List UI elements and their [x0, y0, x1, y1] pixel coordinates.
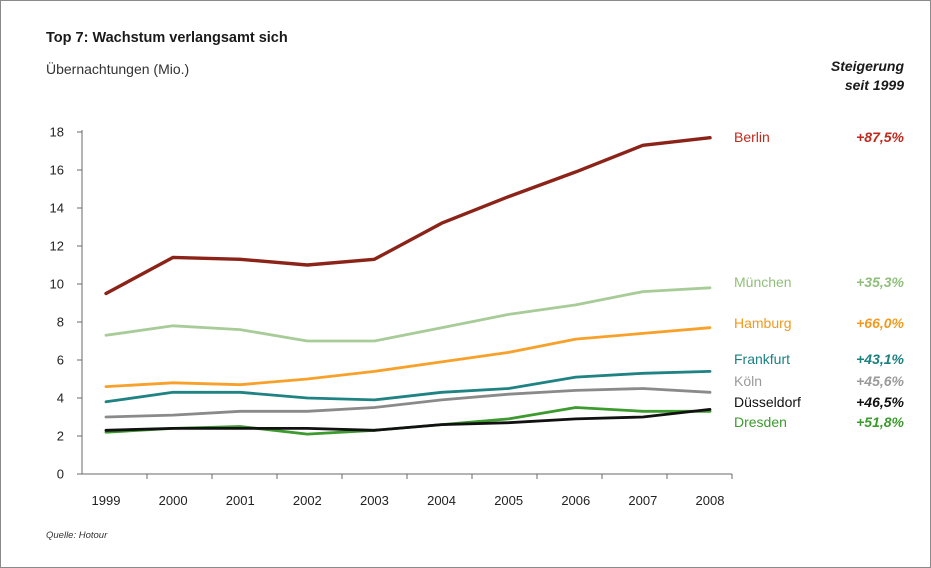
series-growth-berlin: +87,5% [856, 129, 904, 145]
series-line-köln [104, 387, 712, 419]
y-tick-label: 16 [50, 163, 64, 178]
y-tick-label: 10 [50, 277, 64, 292]
series-labels: Berlin +87,5% München +35,3% Hamburg +66,0% Fr… [734, 129, 905, 430]
series-label-dresden: Dresden [734, 414, 787, 430]
y-tick-label: 14 [50, 201, 64, 216]
series-line-frankfurt [104, 369, 712, 404]
axes: 0 2 4 6 8 10 12 14 16 18 1999 2000 2001 2002 2003 2004 2… [50, 125, 733, 508]
series-label-berlin: Berlin [734, 129, 770, 145]
series-label-köln: Köln [734, 373, 762, 389]
chart-title: Top 7: Wachstum verlangsamt sich [46, 30, 288, 46]
y-tick-label: 6 [57, 353, 64, 368]
y-tick-label: 4 [57, 391, 64, 406]
y-tick-label: 18 [50, 125, 64, 140]
series-label-düsseldorf: Düsseldorf [734, 394, 801, 410]
legend-header-line-2: seit 1999 [844, 77, 904, 93]
x-tick-label: 2008 [696, 493, 725, 508]
series-label-frankfurt: Frankfurt [734, 351, 790, 367]
y-tick-label: 0 [57, 467, 64, 482]
y-tick-label: 2 [57, 429, 64, 444]
series-growth-münchen: +35,3% [856, 274, 904, 290]
series-label-münchen: München [734, 274, 792, 290]
series-lines [104, 135, 712, 436]
series-label-hamburg: Hamburg [734, 315, 792, 331]
series-growth-frankfurt: +43,1% [856, 351, 904, 367]
x-tick-label: 2005 [494, 493, 523, 508]
x-tick-label: 2001 [226, 493, 255, 508]
x-tick-label: 2006 [561, 493, 590, 508]
series-growth-düsseldorf: +46,5% [856, 394, 904, 410]
x-tick-label: 2007 [628, 493, 657, 508]
x-tick-label: 2004 [427, 493, 456, 508]
x-tick-label: 2003 [360, 493, 389, 508]
source-note: Quelle: Hotour [46, 530, 108, 541]
series-line-berlin [104, 135, 712, 296]
legend-header: Steigerung seit 1999 [831, 57, 904, 95]
y-tick-label: 8 [57, 315, 64, 330]
series-line-dresden [104, 406, 712, 436]
x-tick-label: 2000 [159, 493, 188, 508]
series-growth-hamburg: +66,0% [856, 315, 904, 331]
x-tick-label: 2002 [293, 493, 322, 508]
series-line-münchen [104, 286, 712, 343]
series-growth-köln: +45,6% [856, 373, 904, 389]
y-tick-label: 12 [50, 239, 64, 254]
series-line-hamburg [104, 326, 712, 389]
series-growth-dresden: +51,8% [856, 414, 904, 430]
x-tick-label: 1999 [92, 493, 121, 508]
series-line-düsseldorf [104, 407, 712, 432]
y-axis-label: Übernachtungen (Mio.) [46, 61, 190, 77]
legend-header-line-1: Steigerung [830, 58, 904, 74]
